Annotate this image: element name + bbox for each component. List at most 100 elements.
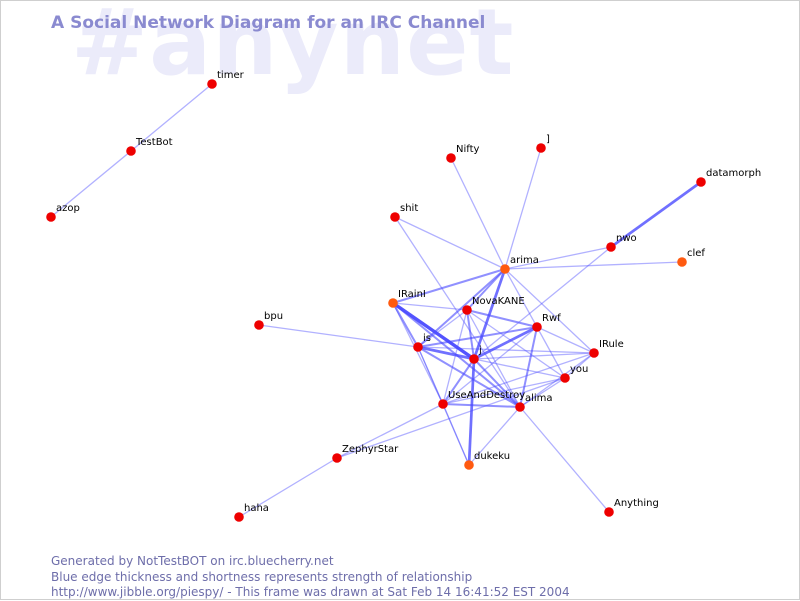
edge-clef-arima — [504, 261, 683, 270]
node-label-is: is — [423, 333, 431, 344]
node-zephyrstar: ZephyrStar — [332, 444, 399, 463]
node-label-bpu: bpu — [264, 311, 283, 322]
node-label-zephyrstar: ZephyrStar — [342, 444, 399, 455]
node-label-testbot: TestBot — [135, 137, 173, 148]
node-label-haha: haha — [244, 503, 269, 514]
node-dot-dukeku — [464, 460, 474, 470]
node-dot-you — [560, 373, 570, 383]
edge-rwf-j — [473, 325, 538, 361]
edge-arima-is — [417, 268, 506, 348]
edge-timer-testbot — [130, 83, 213, 152]
node-dot-shit — [390, 212, 400, 222]
node-label-you: you — [570, 364, 588, 375]
edge-zephyrstar-you — [336, 377, 566, 459]
node-label-rwf: Rwf — [542, 313, 561, 324]
node-iraini: IRainI — [388, 289, 426, 308]
edge-alima-you — [519, 377, 566, 408]
edge-layer — [50, 83, 702, 518]
edge-iraini-j — [392, 301, 475, 361]
edge-is-useanddestroy — [417, 346, 444, 405]
node-label-arima: arima — [510, 255, 539, 266]
node-layer: timer TestBot azop Nifty] datamorph shit nwo cl… — [46, 70, 761, 522]
node-useanddestroy: UseAndDestroy — [438, 390, 525, 409]
node-label-timer: timer — [217, 70, 245, 81]
node-dot-nifty — [446, 153, 456, 163]
node-azop: azop — [46, 203, 80, 222]
node-haha: haha — [234, 503, 269, 522]
edge-rwf-alima — [519, 326, 538, 408]
diagram-title: A Social Network Diagram for an IRC Chan… — [51, 13, 486, 33]
edge-novakane-alima — [466, 309, 521, 408]
edge-rwf-is — [417, 326, 538, 348]
edge-novakane-you — [466, 309, 566, 379]
edge-useanddestroy-alima — [442, 403, 521, 408]
edge-useanddestroy-irule — [442, 352, 595, 405]
edge-j-useanddestroy — [442, 358, 475, 405]
node-label-bracket: ] — [546, 134, 550, 145]
edge-datamorph-nwo — [610, 180, 702, 249]
node-dot-clef — [677, 257, 687, 267]
node-label-shit: shit — [400, 203, 418, 214]
node-nifty: Nifty — [446, 144, 480, 163]
node-label-irule: IRule — [599, 339, 624, 350]
node-dot-irule — [589, 348, 599, 358]
node-dot-novakane — [462, 305, 472, 315]
edge-arima-iraini — [392, 268, 506, 304]
edge-is-alima — [417, 346, 521, 408]
node-datamorph: datamorph — [696, 168, 761, 187]
edge-useanddestroy-zephyrstar — [336, 403, 444, 459]
node-label-clef: clef — [687, 248, 705, 259]
edge-iraini-novakane — [392, 302, 468, 311]
node-label-nwo: nwo — [616, 233, 637, 244]
edge-novakane-j — [466, 309, 475, 360]
node-nwo: nwo — [606, 233, 637, 252]
node-label-datamorph: datamorph — [706, 168, 761, 179]
edge-nwo-arima — [504, 246, 612, 270]
node-bpu: bpu — [254, 311, 283, 330]
node-novakane: NovaKANE — [462, 296, 525, 315]
node-label-alima: alima — [525, 393, 553, 404]
edge-j-irule — [473, 352, 595, 360]
node-label-novakane: NovaKANE — [472, 296, 525, 307]
node-alima: alima — [515, 393, 553, 412]
node-label-j: j — [478, 345, 482, 356]
edge-novakane-is — [417, 309, 468, 348]
edge-alima-irule — [519, 352, 595, 408]
edge-zephyrstar-haha — [238, 457, 338, 518]
node-label-nifty: Nifty — [456, 144, 480, 155]
node-label-azop: azop — [56, 203, 80, 214]
node-testbot: TestBot — [126, 137, 173, 156]
edge-rwf-irule — [536, 326, 595, 354]
node-rwf: Rwf — [532, 313, 561, 332]
node-j: j — [469, 345, 482, 364]
edge-rwf-you — [536, 326, 566, 379]
edge-useanddestroy-dukeku — [442, 403, 470, 466]
channel-watermark: #anynet — [71, 0, 515, 96]
node-arima: arima — [500, 255, 539, 274]
node-dot-datamorph — [696, 177, 706, 187]
node-dot-testbot — [126, 146, 136, 156]
edge-novakane-rwf — [466, 309, 538, 328]
node-dot-is — [413, 342, 423, 352]
node-label-iraini: IRainI — [398, 289, 426, 300]
node-dot-haha — [234, 512, 244, 522]
node-dot-zephyrstar — [332, 453, 342, 463]
footer-url-timestamp: http://www.jibble.org/piespy/ - This fra… — [51, 585, 570, 599]
edge-nifty-arima — [450, 157, 506, 270]
footer-legend-note: Blue edge thickness and shortness repres… — [51, 570, 473, 584]
node-dot-azop — [46, 212, 56, 222]
node-dot-useanddestroy — [438, 399, 448, 409]
node-dot-bpu — [254, 320, 264, 330]
edge-iraini-useanddestroy — [392, 302, 444, 405]
edge-nwo-j — [473, 246, 612, 360]
edge-is-j — [417, 345, 475, 361]
edge-bpu-is — [258, 324, 419, 348]
edge-j-dukeku — [467, 358, 476, 466]
node-is: is — [413, 333, 431, 352]
node-dot-anything — [604, 507, 614, 517]
edge-arima-j — [472, 268, 507, 360]
node-shit: shit — [390, 203, 418, 222]
node-label-dukeku: dukeku — [474, 451, 510, 462]
